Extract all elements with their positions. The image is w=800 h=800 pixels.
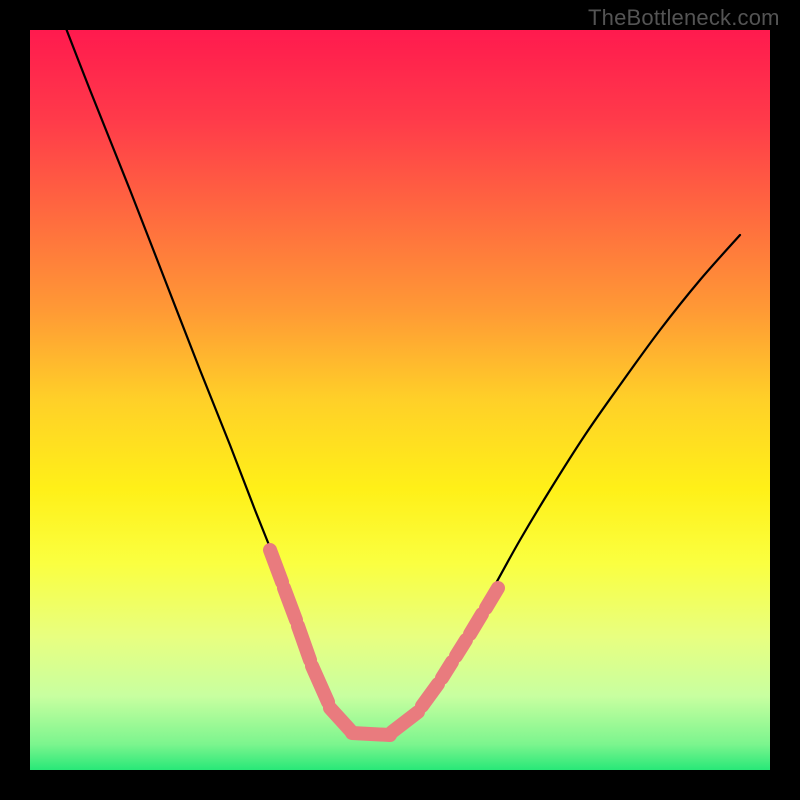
chart-svg	[30, 30, 770, 770]
chart-background	[30, 30, 770, 770]
highlight-segment	[456, 640, 466, 656]
watermark-text: TheBottleneck.com	[588, 5, 780, 31]
highlight-segment	[352, 733, 390, 735]
chart-plot-area	[30, 30, 770, 770]
highlight-segment	[442, 662, 452, 678]
